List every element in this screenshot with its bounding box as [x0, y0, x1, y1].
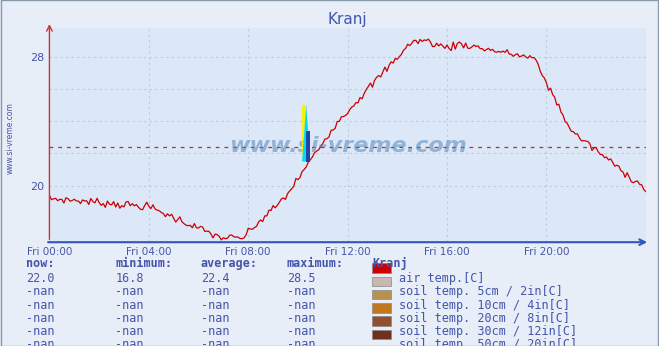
- Text: soil temp. 50cm / 20in[C]: soil temp. 50cm / 20in[C]: [399, 338, 577, 346]
- Text: average:: average:: [201, 257, 258, 270]
- Text: -nan: -nan: [287, 299, 315, 311]
- Text: www.si-vreme.com: www.si-vreme.com: [5, 102, 14, 174]
- Text: -nan: -nan: [115, 299, 144, 311]
- Bar: [372, 317, 391, 326]
- Text: Kranj: Kranj: [372, 257, 408, 270]
- Text: minimum:: minimum:: [115, 257, 172, 270]
- Polygon shape: [302, 105, 310, 162]
- Text: -nan: -nan: [26, 299, 55, 311]
- Text: now:: now:: [26, 257, 55, 270]
- Text: maximum:: maximum:: [287, 257, 343, 270]
- Text: -nan: -nan: [115, 338, 144, 346]
- Text: -nan: -nan: [287, 285, 315, 298]
- Text: -nan: -nan: [287, 325, 315, 338]
- Text: soil temp. 10cm / 4in[C]: soil temp. 10cm / 4in[C]: [399, 299, 569, 311]
- Text: -nan: -nan: [26, 285, 55, 298]
- Bar: [372, 290, 391, 300]
- Text: soil temp. 30cm / 12in[C]: soil temp. 30cm / 12in[C]: [399, 325, 577, 338]
- Polygon shape: [306, 130, 310, 162]
- Text: soil temp. 20cm / 8in[C]: soil temp. 20cm / 8in[C]: [399, 312, 569, 325]
- Text: -nan: -nan: [287, 338, 315, 346]
- Text: air temp.[C]: air temp.[C]: [399, 272, 484, 285]
- Text: -nan: -nan: [26, 338, 55, 346]
- Text: -nan: -nan: [26, 312, 55, 325]
- Bar: [372, 303, 391, 313]
- Text: -nan: -nan: [26, 325, 55, 338]
- Text: -nan: -nan: [201, 299, 229, 311]
- Text: 16.8: 16.8: [115, 272, 144, 285]
- Text: 28.5: 28.5: [287, 272, 315, 285]
- Bar: [372, 330, 391, 339]
- Text: -nan: -nan: [115, 325, 144, 338]
- Text: -nan: -nan: [201, 338, 229, 346]
- Text: 22.4: 22.4: [201, 272, 229, 285]
- Text: -nan: -nan: [115, 312, 144, 325]
- Title: Kranj: Kranj: [328, 11, 368, 27]
- Bar: [372, 263, 391, 273]
- Text: -nan: -nan: [201, 285, 229, 298]
- Text: www.si-vreme.com: www.si-vreme.com: [229, 136, 467, 156]
- Bar: [372, 277, 391, 286]
- Text: soil temp. 5cm / 2in[C]: soil temp. 5cm / 2in[C]: [399, 285, 563, 298]
- Text: 22.0: 22.0: [26, 272, 55, 285]
- Text: -nan: -nan: [115, 285, 144, 298]
- Polygon shape: [302, 105, 306, 162]
- Text: -nan: -nan: [201, 325, 229, 338]
- Text: -nan: -nan: [201, 312, 229, 325]
- Text: -nan: -nan: [287, 312, 315, 325]
